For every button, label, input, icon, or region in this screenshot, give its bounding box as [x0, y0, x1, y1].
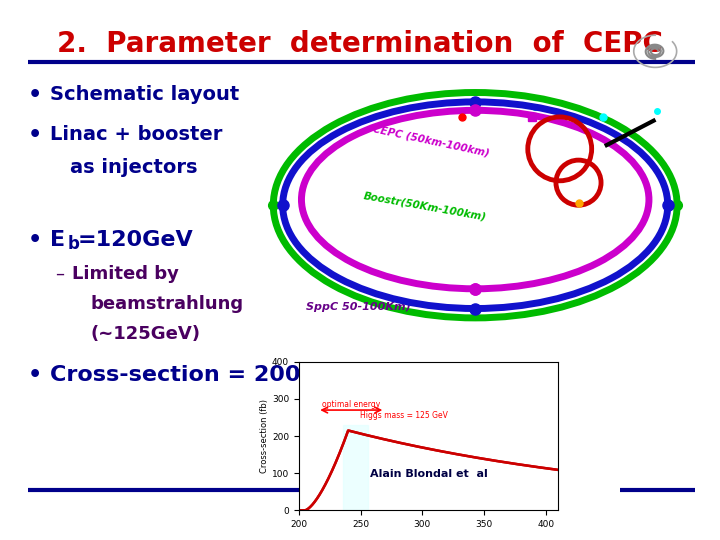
Text: Cross-section = 200 fb: Cross-section = 200 fb	[50, 365, 334, 385]
Text: •: •	[28, 365, 42, 385]
Text: e+: e+	[469, 103, 485, 113]
Text: E: E	[50, 230, 65, 250]
Text: •: •	[28, 230, 42, 250]
Text: Boostr(50Km-100km): Boostr(50Km-100km)	[362, 191, 487, 222]
Text: SppC 50-100Km): SppC 50-100Km)	[306, 302, 411, 312]
Text: Alain Blondal et  al: Alain Blondal et al	[369, 469, 487, 479]
Text: Schematic layout: Schematic layout	[50, 85, 239, 104]
Bar	[343, 425, 368, 510]
Text: Higgs mass = 125 GeV: Higgs mass = 125 GeV	[360, 411, 448, 420]
Text: –: –	[55, 265, 64, 283]
Text: beamstrahlung: beamstrahlung	[90, 295, 243, 313]
Text: b: b	[68, 235, 80, 253]
Text: 2.  Parameter  determination  of  CEPC: 2. Parameter determination of CEPC	[57, 30, 663, 58]
Text: •: •	[28, 125, 42, 145]
Text: Limited by: Limited by	[72, 265, 179, 283]
Y-axis label: Cross-section (fb): Cross-section (fb)	[260, 399, 269, 473]
Text: optimal energy: optimal energy	[322, 400, 379, 409]
Text: =120GeV: =120GeV	[78, 230, 194, 250]
Text: e-: e-	[531, 103, 542, 113]
Text: (~125GeV): (~125GeV)	[90, 325, 200, 343]
Text: as injectors: as injectors	[70, 158, 197, 177]
Text: Linac + booster: Linac + booster	[50, 125, 222, 144]
Text: •: •	[28, 85, 42, 105]
Text: CEPC (50km-100km): CEPC (50km-100km)	[372, 124, 490, 158]
